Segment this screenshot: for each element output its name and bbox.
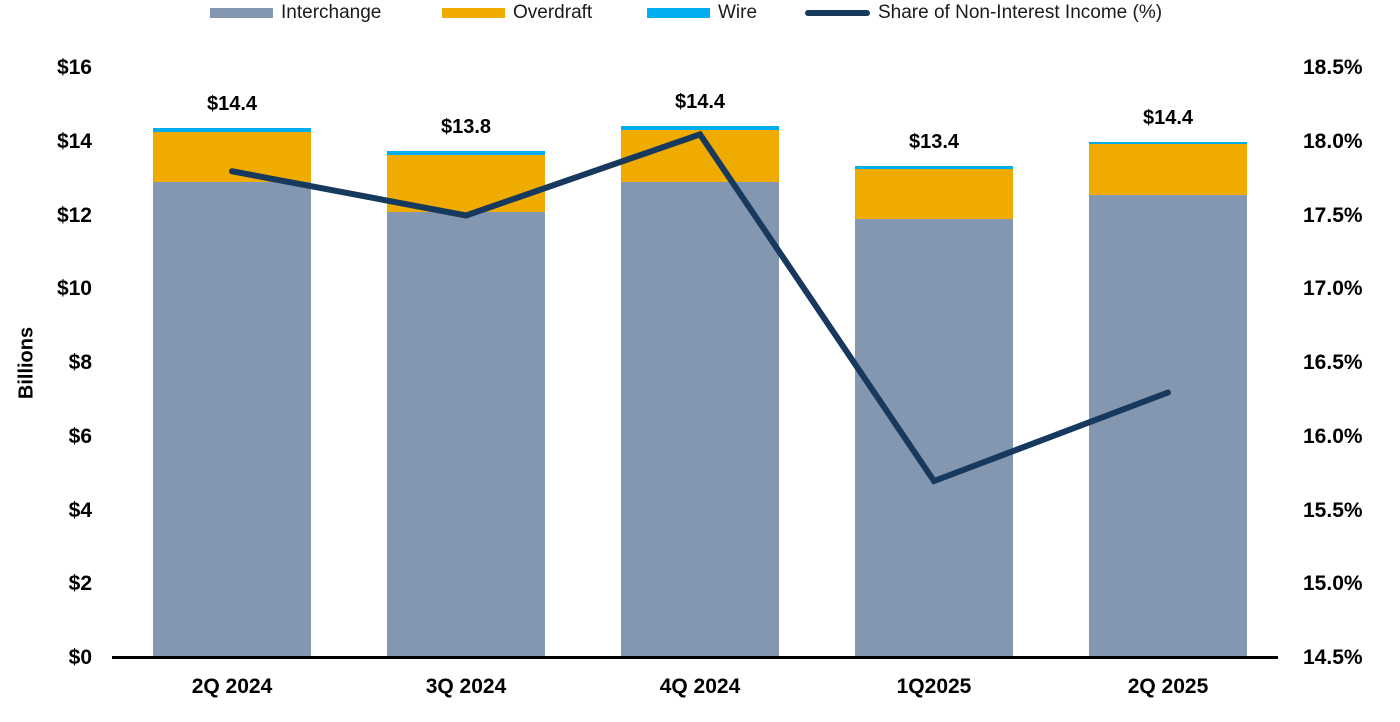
right-axis-tick: 16.5% bbox=[1303, 351, 1363, 374]
x-axis-label: 3Q 2024 bbox=[425, 675, 507, 698]
bar-segment-wire bbox=[1089, 142, 1247, 145]
x-axis-label: 2Q 2024 bbox=[191, 675, 273, 698]
left-axis-tick: $8 bbox=[68, 351, 92, 374]
legend-item-wire: Wire bbox=[647, 0, 757, 26]
right-axis-tick: 14.5% bbox=[1303, 646, 1363, 669]
bar-segment-overdraft bbox=[1089, 144, 1247, 196]
x-axis-label: 1Q2025 bbox=[896, 675, 972, 698]
right-axis-tick: 18.0% bbox=[1303, 129, 1363, 153]
right-axis-tick: 17.5% bbox=[1303, 203, 1363, 227]
left-axis-title: Billions bbox=[15, 326, 38, 400]
bar-total-label: $14.4 bbox=[1142, 107, 1194, 130]
legend-line-swatch-share bbox=[805, 10, 870, 16]
left-axis-tick: $14 bbox=[56, 129, 92, 153]
left-axis-tick: $16 bbox=[56, 56, 92, 79]
right-axis-tick: 18.5% bbox=[1303, 56, 1363, 79]
legend-label: Share of Non-Interest Income (%) bbox=[878, 2, 1163, 23]
left-axis-tick: $4 bbox=[68, 498, 92, 522]
right-axis-tick: 17.0% bbox=[1303, 277, 1363, 301]
right-axis-tick: 16.0% bbox=[1303, 424, 1363, 448]
bar-segment-overdraft bbox=[387, 154, 545, 212]
bar-segment-overdraft bbox=[153, 131, 311, 183]
x-axis-label: 4Q 2024 bbox=[659, 675, 741, 698]
bar-segment-interchange bbox=[1089, 195, 1247, 658]
bar-total-label: $14.4 bbox=[206, 92, 258, 115]
bar-total-label: $14.4 bbox=[674, 91, 726, 114]
legend-swatch-interchange bbox=[210, 8, 273, 18]
left-axis-tick: $6 bbox=[68, 424, 92, 448]
legend-label: Interchange bbox=[281, 2, 382, 23]
bar-segment-interchange bbox=[855, 219, 1013, 658]
legend-item-share: Share of Non-Interest Income (%) bbox=[805, 0, 1162, 26]
legend-swatch-overdraft bbox=[442, 8, 505, 18]
bar-segment-interchange bbox=[387, 211, 545, 658]
bar-total-label: $13.4 bbox=[908, 131, 960, 154]
bar-total-label: $13.8 bbox=[440, 115, 492, 138]
bar-segment-wire bbox=[855, 166, 1013, 170]
bar-segment-wire bbox=[153, 127, 311, 132]
right-axis-tick: 15.0% bbox=[1303, 572, 1363, 596]
bar-segment-interchange bbox=[153, 182, 311, 658]
left-axis-tick: $0 bbox=[68, 646, 92, 669]
x-axis-label: 2Q 2025 bbox=[1127, 675, 1209, 698]
legend-item-interchange: Interchange bbox=[210, 0, 381, 26]
bar-segment-overdraft bbox=[855, 169, 1013, 220]
bar-segment-overdraft bbox=[621, 129, 779, 183]
legend-item-overdraft: Overdraft bbox=[442, 0, 592, 26]
left-axis-tick: $10 bbox=[56, 277, 92, 301]
bar-segment-wire bbox=[621, 126, 779, 130]
legend-label: Wire bbox=[718, 2, 758, 23]
legend-label: Overdraft bbox=[513, 2, 593, 23]
left-axis-tick: $12 bbox=[56, 203, 92, 227]
left-axis-tick: $2 bbox=[68, 572, 92, 596]
right-axis-tick: 15.5% bbox=[1303, 498, 1363, 522]
legend-swatch-wire bbox=[647, 8, 710, 18]
bar-segment-interchange bbox=[621, 182, 779, 658]
x-axis-line bbox=[112, 656, 1278, 659]
bar-segment-wire bbox=[387, 150, 545, 155]
